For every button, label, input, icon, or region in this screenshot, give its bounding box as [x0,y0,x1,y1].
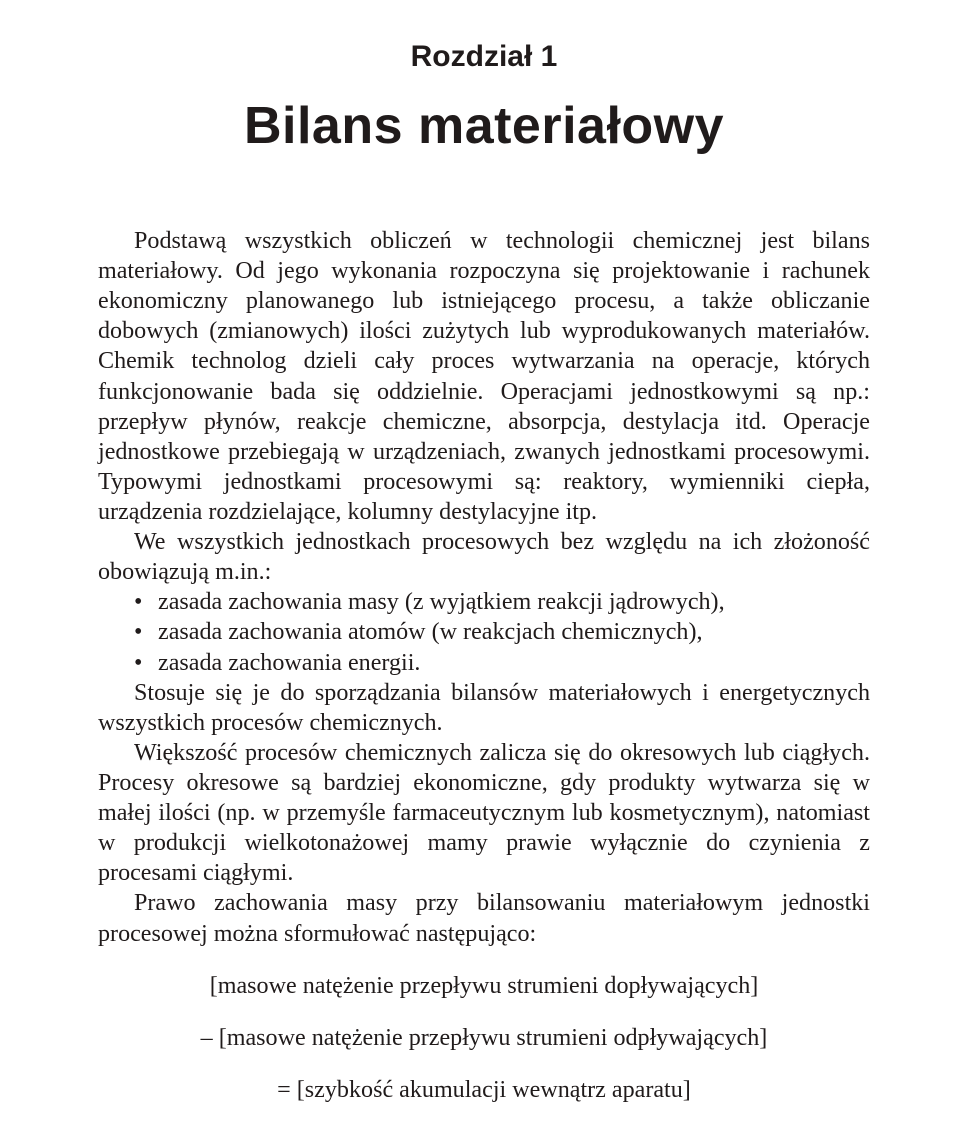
page: Rozdział 1 Bilans materiałowy Podstawą w… [0,0,960,1145]
paragraph-2: We wszystkich jednostkach procesowych be… [98,527,870,587]
paragraph-3: Stosuje się je do sporządzania bilansów … [98,678,870,738]
chapter-label: Rozdział 1 [98,40,870,74]
chapter-title: Bilans materiałowy [98,96,870,156]
bullet-item-2: zasada zachowania atomów (w reakcjach ch… [98,617,870,647]
paragraph-1: Podstawą wszystkich obliczeń w technolog… [98,226,870,527]
bullet-item-3: zasada zachowania energii. [98,648,870,678]
paragraph-5: Prawo zachowania masy przy bilansowaniu … [98,888,870,948]
bullet-item-1: zasada zachowania masy (z wyjątkiem reak… [98,587,870,617]
paragraph-4: Większość procesów chemicznych zalicza s… [98,738,870,889]
equation-line-3: = [szybkość akumulacji wewnątrz aparatu] [98,1075,870,1105]
bullet-list: zasada zachowania masy (z wyjątkiem reak… [98,587,870,677]
equation-line-1: [masowe natężenie przepływu strumieni do… [98,971,870,1001]
equation-line-2: – [masowe natężenie przepływu strumieni … [98,1023,870,1053]
